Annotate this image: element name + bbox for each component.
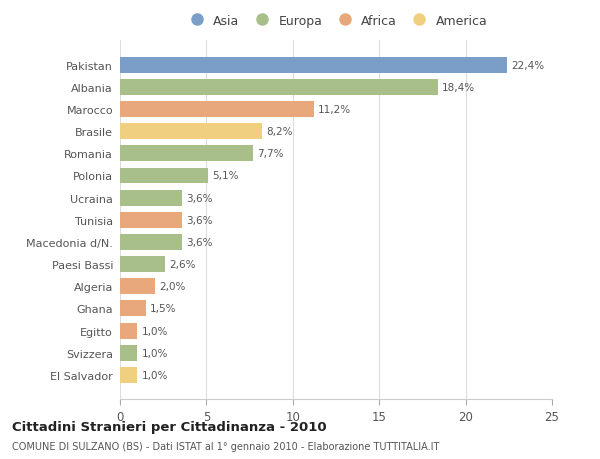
Bar xyxy=(120,367,137,383)
Text: 1,5%: 1,5% xyxy=(150,304,177,314)
Text: Cittadini Stranieri per Cittadinanza - 2010: Cittadini Stranieri per Cittadinanza - 2… xyxy=(12,420,326,433)
Bar xyxy=(120,168,208,184)
Text: 3,6%: 3,6% xyxy=(187,215,213,225)
Text: 3,6%: 3,6% xyxy=(187,237,213,247)
Text: 1,0%: 1,0% xyxy=(142,326,168,336)
Legend: Asia, Europa, Africa, America: Asia, Europa, Africa, America xyxy=(181,11,491,32)
Bar xyxy=(120,146,253,162)
Text: COMUNE DI SULZANO (BS) - Dati ISTAT al 1° gennaio 2010 - Elaborazione TUTTITALIA: COMUNE DI SULZANO (BS) - Dati ISTAT al 1… xyxy=(12,441,439,451)
Bar xyxy=(120,279,155,295)
Bar xyxy=(120,80,438,95)
Text: 18,4%: 18,4% xyxy=(442,83,475,93)
Text: 2,0%: 2,0% xyxy=(159,282,185,291)
Bar xyxy=(120,257,165,273)
Bar xyxy=(120,345,137,361)
Bar xyxy=(120,301,146,317)
Text: 5,1%: 5,1% xyxy=(212,171,239,181)
Bar xyxy=(120,213,182,228)
Text: 1,0%: 1,0% xyxy=(142,348,168,358)
Text: 2,6%: 2,6% xyxy=(169,259,196,269)
Text: 8,2%: 8,2% xyxy=(266,127,293,137)
Bar xyxy=(120,57,507,73)
Text: 7,7%: 7,7% xyxy=(257,149,284,159)
Bar xyxy=(120,235,182,251)
Bar xyxy=(120,102,314,118)
Text: 3,6%: 3,6% xyxy=(187,193,213,203)
Bar xyxy=(120,323,137,339)
Bar xyxy=(120,124,262,140)
Bar xyxy=(120,190,182,206)
Text: 11,2%: 11,2% xyxy=(318,105,351,115)
Text: 22,4%: 22,4% xyxy=(511,61,545,71)
Text: 1,0%: 1,0% xyxy=(142,370,168,380)
